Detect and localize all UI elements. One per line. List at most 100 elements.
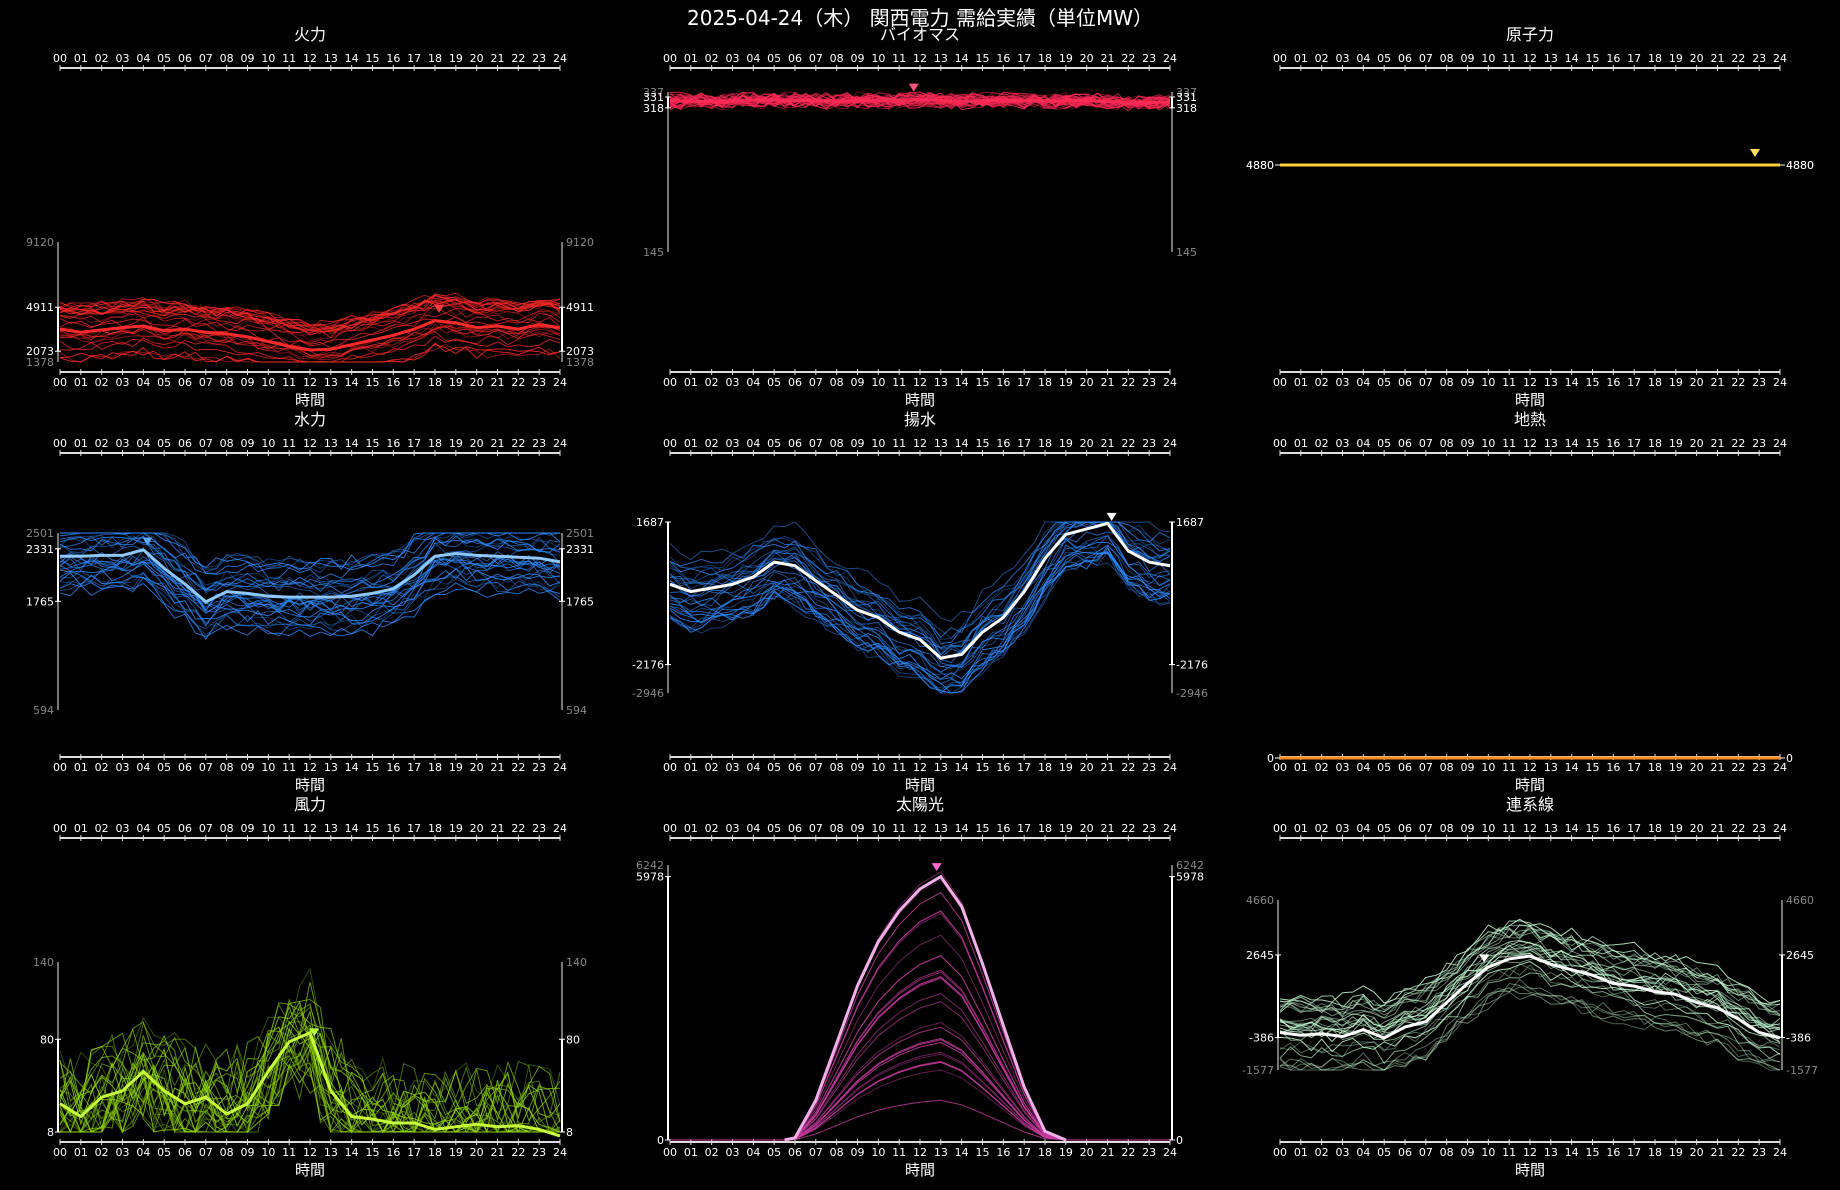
panel-5-y-tick-right: 0 — [1786, 752, 1793, 765]
panel-7-trace — [670, 1001, 1170, 1141]
panel-1-x-tick-label: 01 — [684, 52, 698, 65]
panel-8-x-tick-label: 00 — [1273, 822, 1287, 835]
panel-7-x-tick-label: 00 — [663, 1146, 677, 1159]
panel-7-x-tick-label: 05 — [767, 822, 781, 835]
panel-4-x-label: 時間 — [905, 776, 935, 794]
panel-4-x-tick-label: 12 — [913, 761, 927, 774]
panel-6-x-tick-label: 08 — [220, 822, 234, 835]
panel-8-y-tick-right: 4660 — [1786, 894, 1814, 907]
panel-5-x-tick-label: 21 — [1711, 437, 1725, 450]
panel-5-x-label: 時間 — [1515, 776, 1545, 794]
panel-0-trace — [59, 298, 561, 332]
panel-1-x-tick-label: 16 — [996, 52, 1010, 65]
panel-7-x-tick-label: 13 — [934, 822, 948, 835]
panel-0-y-tick-left: 1378 — [26, 356, 54, 369]
panel-6-x-tick-label: 10 — [261, 1146, 275, 1159]
panel-8-x-tick-label: 15 — [1586, 1146, 1600, 1159]
panel-8-x-tick-label: 18 — [1648, 1146, 1662, 1159]
panel-2-x-tick-label: 09 — [1461, 52, 1475, 65]
panel-3: 水力 00 01 02 03 04 05 06 07 08 09 10 11 12 13 14 15 16 17 18… — [26, 410, 594, 794]
panel-8-series-連系線 — [1279, 954, 1781, 1040]
panel-1-x-tick-label: 13 — [934, 52, 948, 65]
panel-5-x-tick-label: 08 — [1440, 761, 1454, 774]
panel-4-x-tick-label: 10 — [871, 437, 885, 450]
panel-3-x-tick-label: 05 — [157, 761, 171, 774]
panel-4-x-tick-label: 02 — [705, 437, 719, 450]
panel-6-x-tick-label: 04 — [136, 822, 150, 835]
panel-1-x-tick-label: 20 — [1080, 376, 1094, 389]
panel-5-x-tick-label: 18 — [1648, 437, 1662, 450]
panel-6-x-tick-label: 08 — [220, 1146, 234, 1159]
panel-8-x-tick-label: 08 — [1440, 1146, 1454, 1159]
panel-8-title: 連系線 — [1506, 795, 1554, 814]
panel-6-x-tick-label: 06 — [178, 1146, 192, 1159]
panel-6-x-tick-label: 03 — [116, 822, 130, 835]
panel-4-x-tick-label: 08 — [830, 437, 844, 450]
panel-1-x-tick-label: 14 — [955, 376, 969, 389]
panel-0-x-tick-label: 18 — [428, 376, 442, 389]
panel-7-x-tick-label: 23 — [1142, 1146, 1156, 1159]
panel-0-y-tick-left: 9120 — [26, 236, 54, 249]
panel-6-x-tick-label: 23 — [532, 1146, 546, 1159]
panel-8-x-tick-label: 23 — [1752, 1146, 1766, 1159]
panel-7-x-tick-label: 05 — [767, 1146, 781, 1159]
panel-2-x-tick-label: 00 — [1273, 376, 1287, 389]
panel-5-x-tick-label: 13 — [1544, 761, 1558, 774]
panel-6-trace — [60, 1055, 560, 1134]
panel-3-trace — [59, 532, 561, 580]
panel-0-y-tick-right: 1378 — [566, 356, 594, 369]
panel-3-x-tick-label: 15 — [366, 437, 380, 450]
panel-4-trace — [669, 544, 1171, 685]
panel-3-x-tick-label: 22 — [511, 761, 525, 774]
panel-2-x-tick-label: 14 — [1565, 376, 1579, 389]
panel-0-x-tick-label: 24 — [553, 376, 567, 389]
panel-7-x-tick-label: 11 — [892, 1146, 906, 1159]
panel-5-x-tick-label: 15 — [1586, 761, 1600, 774]
panel-3-trace — [59, 557, 561, 616]
panel-3-y-tick-right: 1765 — [566, 595, 594, 608]
panel-4-x-tick-label: 24 — [1163, 761, 1177, 774]
panel-1-x-label: 時間 — [905, 391, 935, 409]
panel-3-x-tick-label: 18 — [428, 761, 442, 774]
panel-0-x-tick-label: 00 — [53, 376, 67, 389]
panel-4-y-tick-right: -2946 — [1176, 687, 1208, 700]
panel-4-x-tick-label: 16 — [996, 437, 1010, 450]
panel-6-y-tick-right: 8 — [566, 1126, 573, 1139]
panel-3-x-tick-label: 15 — [366, 761, 380, 774]
panel-2-x-tick-label: 02 — [1315, 52, 1329, 65]
panel-2-x-tick-label: 04 — [1356, 376, 1370, 389]
panel-5-x-tick-label: 09 — [1461, 761, 1475, 774]
panel-2-x-tick-label: 17 — [1627, 52, 1641, 65]
panel-8-x-tick-label: 16 — [1606, 1146, 1620, 1159]
panel-1-x-tick-label: 03 — [726, 376, 740, 389]
panel-6-x-tick-label: 20 — [470, 822, 484, 835]
panel-7-x-tick-label: 06 — [788, 822, 802, 835]
panel-2-x-tick-label: 24 — [1773, 376, 1787, 389]
panel-8-trace — [1279, 928, 1781, 1017]
panel-8-trace — [1279, 991, 1780, 1071]
panel-6-x-tick-label: 19 — [449, 1146, 463, 1159]
panel-6-x-tick-label: 00 — [53, 822, 67, 835]
panel-7-x-tick-label: 09 — [851, 822, 865, 835]
panel-3-x-tick-label: 10 — [261, 437, 275, 450]
panel-6-trace — [59, 1011, 561, 1122]
panel-1-x-tick-label: 15 — [976, 376, 990, 389]
panel-3-x-tick-label: 00 — [53, 437, 67, 450]
panel-7-title: 太陽光 — [896, 795, 944, 814]
panel-0-trace — [59, 304, 561, 344]
panel-4-x-tick-label: 14 — [955, 437, 969, 450]
panel-0-x-tick-label: 14 — [345, 52, 359, 65]
panel-3-trace — [59, 532, 561, 594]
panel-7-x-tick-label: 10 — [871, 1146, 885, 1159]
panel-6-trace — [59, 1006, 561, 1123]
panel-2-x-tick-label: 07 — [1419, 376, 1433, 389]
panel-6-x-tick-label: 22 — [511, 822, 525, 835]
panel-1-x-tick-label: 08 — [830, 376, 844, 389]
panel-8-x-tick-label: 17 — [1627, 822, 1641, 835]
panel-5-y-tick-left: 0 — [1267, 752, 1274, 765]
panel-2-x-tick-label: 06 — [1398, 376, 1412, 389]
panel-7-x-tick-label: 01 — [684, 822, 698, 835]
panel-4-x-tick-label: 02 — [705, 761, 719, 774]
panel-8-trace — [1279, 978, 1781, 1071]
panel-7-trace — [670, 969, 1170, 1141]
